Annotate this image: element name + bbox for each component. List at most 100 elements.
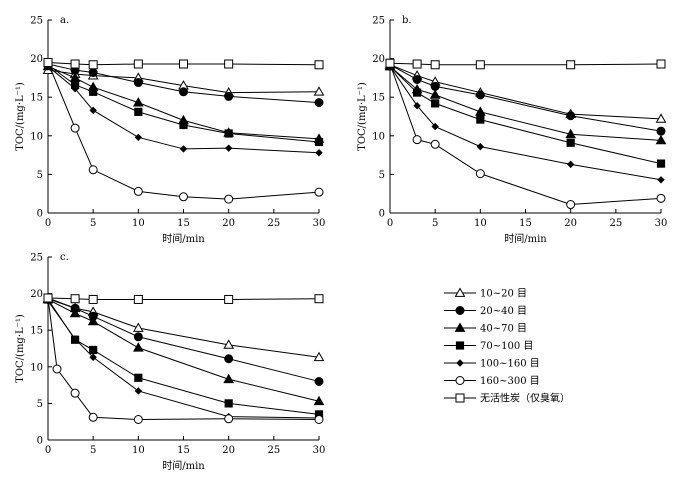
- x-tick-label: 25: [267, 218, 280, 229]
- data-point: [132, 97, 144, 107]
- data-point: [223, 373, 235, 384]
- y-tick-label: 20: [30, 54, 43, 65]
- data-point: [430, 139, 440, 149]
- series-s2: [43, 59, 324, 108]
- y-axis-title: TOC/(mg·L⁻¹): [15, 314, 26, 383]
- data-point: [475, 90, 485, 100]
- x-tick-label: 25: [267, 445, 280, 456]
- data-point: [224, 91, 234, 101]
- data-point: [314, 137, 324, 147]
- data-point: [656, 126, 666, 136]
- data-point: [656, 193, 666, 203]
- panel-label: c.: [60, 252, 69, 263]
- series-line: [47, 298, 320, 358]
- legend-label: 20~40 目: [480, 306, 527, 317]
- y-tick-label: 5: [379, 170, 385, 181]
- series-s6: [43, 57, 324, 204]
- x-tick-label: 10: [132, 445, 145, 456]
- data-point: [430, 81, 440, 91]
- series-s4: [385, 62, 666, 168]
- data-point: [314, 187, 324, 197]
- x-tick-label: 15: [177, 445, 190, 456]
- data-point: [313, 395, 325, 406]
- y-axis-title: TOC/(mg·L⁻¹): [357, 82, 368, 151]
- data-point: [566, 138, 575, 147]
- data-point: [314, 415, 324, 425]
- legend-item-s7: 无活性炭（仅臭氧）: [444, 392, 570, 405]
- series-line: [47, 297, 320, 382]
- data-point: [413, 101, 421, 110]
- data-point: [132, 322, 144, 332]
- y-tick-label: 0: [37, 209, 43, 220]
- data-point: [88, 412, 98, 422]
- x-axis-title: 时间/min: [504, 232, 547, 245]
- data-point: [87, 315, 99, 326]
- x-tick-label: 20: [222, 445, 235, 456]
- x-tick-label: 0: [45, 218, 51, 229]
- series-s1: [42, 293, 325, 362]
- series-s1: [384, 59, 667, 123]
- data-point: [566, 200, 576, 210]
- data-point: [133, 332, 143, 342]
- data-point: [412, 59, 422, 69]
- x-tick-label: 0: [387, 218, 393, 229]
- data-point: [89, 353, 97, 361]
- data-point: [88, 294, 98, 304]
- y-tick-label: 15: [30, 93, 43, 104]
- data-point: [431, 99, 440, 108]
- x-tick-label: 10: [132, 218, 145, 229]
- x-tick-label: 20: [564, 218, 577, 229]
- legend-marker: [456, 359, 464, 367]
- data-point: [133, 59, 143, 69]
- y-tick-label: 0: [379, 209, 385, 220]
- legend-marker: [454, 287, 466, 297]
- legend-label: 100~160 目: [480, 359, 540, 370]
- x-tick-label: 30: [655, 218, 668, 229]
- data-point: [655, 134, 667, 145]
- series-s5: [44, 297, 323, 422]
- x-axis-title: 时间/min: [162, 232, 205, 245]
- series-line: [389, 66, 662, 181]
- data-point: [134, 373, 143, 382]
- series-s4: [43, 295, 324, 419]
- data-point: [656, 159, 666, 168]
- data-point: [69, 307, 81, 318]
- panel-label: a.: [60, 15, 69, 26]
- y-tick-label: 5: [37, 170, 43, 181]
- data-point: [566, 111, 576, 121]
- data-point: [224, 144, 233, 152]
- data-point: [476, 142, 485, 151]
- data-point: [476, 115, 485, 124]
- data-point: [134, 387, 143, 395]
- series-line: [389, 64, 662, 120]
- x-tick-label: 30: [313, 218, 326, 229]
- series-s7: [43, 57, 324, 70]
- series-line: [389, 64, 662, 132]
- legend-item-s5: 100~160 目: [444, 359, 540, 370]
- chart-panel-a: 0 5 10 15 20 25 0 5 10 15 20 25 30 时间/min TOC/(mg·L⁻¹)…: [15, 15, 325, 245]
- data-point: [315, 149, 323, 157]
- series-line: [47, 297, 320, 300]
- y-tick-label: 15: [30, 326, 43, 337]
- legend-marker: [454, 322, 466, 332]
- data-point: [566, 60, 576, 70]
- x-axis-title: 时间/min: [162, 459, 205, 472]
- series-s5: [386, 62, 665, 184]
- data-point: [134, 107, 143, 116]
- legend-label: 70~100 目: [480, 341, 533, 352]
- data-point: [179, 192, 188, 202]
- y-tick-label: 25: [372, 16, 385, 27]
- x-tick-label: 10: [474, 218, 487, 229]
- data-point: [224, 399, 233, 408]
- series-line: [389, 62, 662, 66]
- series-s4: [43, 60, 324, 147]
- legend-label: 10~20 目: [480, 289, 527, 300]
- data-point: [314, 60, 324, 70]
- series-line: [47, 299, 320, 402]
- data-point: [223, 339, 235, 349]
- series-s7: [43, 293, 324, 304]
- legend-item-s2: 20~40 目: [444, 306, 527, 317]
- chart-panel-b: 0 5 10 15 20 25 0 5 10 15 20 25 30 时间/min TOC/(mg·L⁻¹)…: [357, 15, 667, 245]
- x-tick-label: 5: [90, 218, 96, 229]
- data-point: [133, 294, 143, 304]
